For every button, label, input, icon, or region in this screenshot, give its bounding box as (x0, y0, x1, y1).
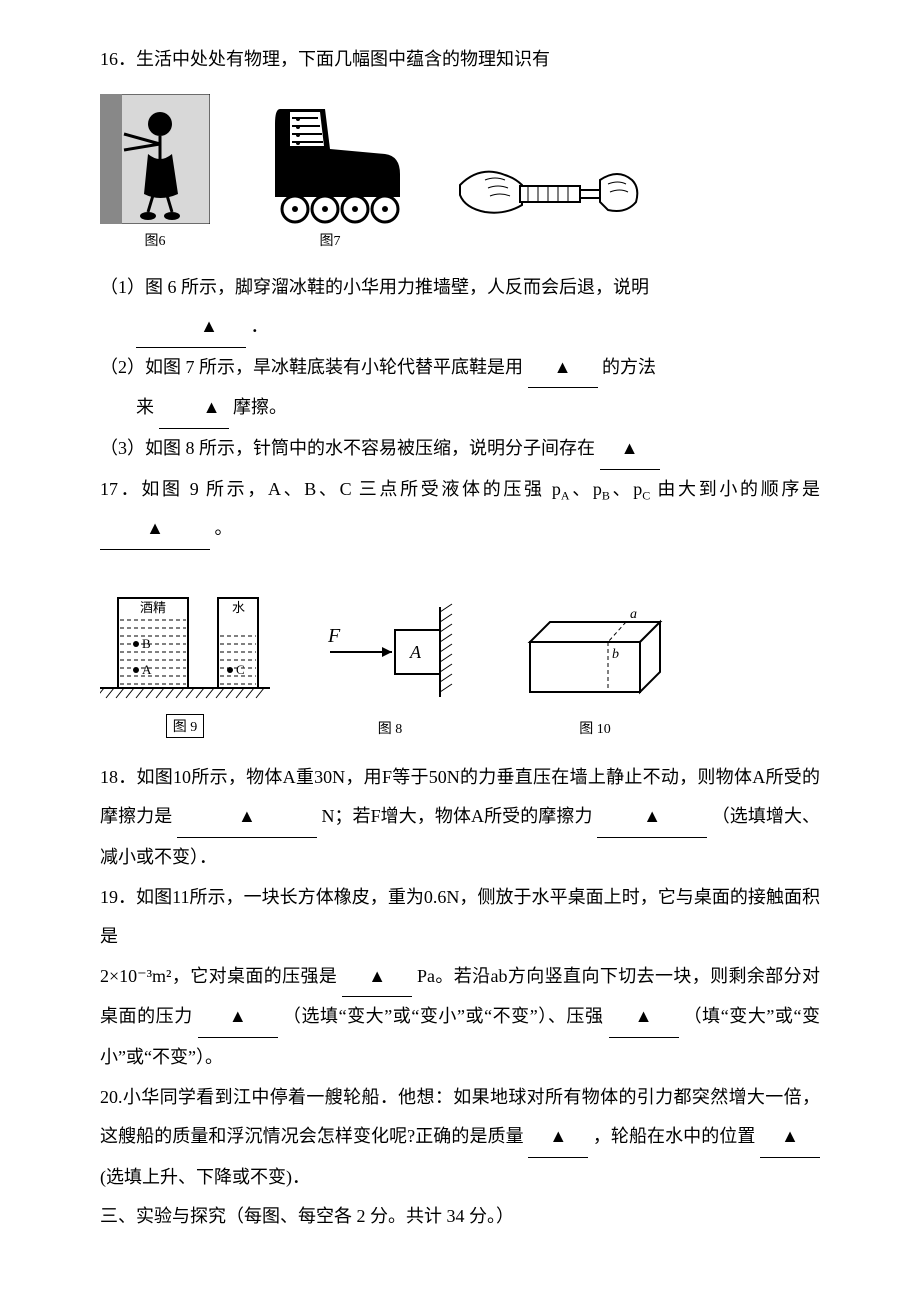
svg-text:F: F (327, 625, 341, 647)
q19-a: 19．如图11所示，一块长方体橡皮，重为0.6N，侧放于水平桌面上时，它与桌面的… (100, 887, 820, 947)
triangle-icon: ▲ (200, 316, 218, 336)
triangle-icon: ▲ (203, 397, 221, 417)
q17-text: 17．如图 9 所示，A、B、C 三点所受液体的压强 pA、pB、pC 由大到小… (100, 470, 820, 550)
fig10-svg: a b (510, 602, 680, 712)
svg-text:b: b (612, 647, 619, 662)
q16-sub1-blank: ▲ ． (100, 307, 820, 348)
q16-sub2-line1: （2）如图 7 所示，旱冰鞋底装有小轮代替平底鞋是用 ▲ 的方法 (100, 348, 820, 389)
fig7-block: 图7 (250, 94, 410, 250)
q16-sub3: （3）如图 8 所示，针筒中的水不容易被压缩，说明分子间存在 ▲ (100, 429, 820, 470)
q16-sub2-line2: 来 ▲ 摩擦。 (100, 388, 820, 429)
q20-c: (选填上升、下降或不变)． (100, 1167, 310, 1187)
page-root: 16．生活中处处有物理，下面几幅图中蕴含的物理知识有 图6 (0, 0, 920, 1297)
q16-sub1: （1）图 6 所示，脚穿溜冰鞋的小华用力推墙壁，人反而会后退，说明 (100, 268, 820, 308)
blank-fill: ▲ (760, 1117, 820, 1158)
fig9-block: 酒精 B A 水 C 图 9 (100, 578, 270, 738)
svg-text:A: A (409, 642, 422, 662)
svg-text:A: A (142, 662, 152, 677)
sub-a: A (561, 488, 570, 502)
fig9-caption: 图 9 (166, 714, 205, 738)
q16-sub2-b2: 来 (136, 397, 154, 417)
blank-fill: ▲ (159, 388, 229, 429)
triangle-icon: ▲ (554, 357, 572, 377)
svg-text:C: C (236, 662, 245, 677)
q20: 20.小华同学看到江中停着一艘轮船．他想：如果地球对所有物体的引力都突然增大一倍… (100, 1078, 820, 1198)
blank-fill: ▲ (342, 957, 412, 998)
blank-fill: ▲ (597, 797, 707, 838)
svg-text:B: B (142, 636, 151, 651)
q18: 18．如图10所示，物体A重30N，用F等于50N的力垂直压在墙上静止不动，则物… (100, 758, 820, 878)
fig8-block: A F 图 8 (310, 602, 470, 738)
alcohol-label: 酒精 (140, 600, 166, 615)
blank-fill: ▲ (600, 429, 660, 470)
water-label: 水 (232, 600, 245, 615)
q16-sub2-c: 摩擦。 (233, 397, 287, 417)
section3-heading: 三、实验与探究（每图、每空各 2 分。共计 34 分。） (100, 1197, 820, 1237)
q19-line2: 2×10⁻³m²，它对桌面的压强是 ▲ Pa。若沿ab方向竖直向下切去一块，则剩… (100, 957, 820, 1078)
figures-row-2: 酒精 B A 水 C 图 9 (100, 578, 820, 738)
q17-a: 17．如图 9 所示，A、B、C 三点所受液体的压强 p (100, 479, 561, 499)
fig7-caption: 图7 (320, 230, 341, 250)
triangle-icon: ▲ (146, 518, 164, 538)
fig8-svg: A F (310, 602, 470, 712)
triangle-icon: ▲ (621, 438, 639, 458)
triangle-icon: ▲ (643, 806, 661, 826)
fig6-caption: 图6 (145, 230, 166, 250)
fig10-block: a b 图 10 (510, 602, 680, 738)
q16-sub3-a: （3）如图 8 所示，针筒中的水不容易被压缩，说明分子间存在 (100, 438, 595, 458)
svg-text:a: a (630, 607, 637, 622)
blank-fill: ▲ (177, 797, 317, 838)
fig9-svg: 酒精 B A 水 C (100, 578, 270, 708)
q19-b: 2×10⁻³m²，它对桌面的压强是 (100, 966, 337, 986)
triangle-icon: ▲ (549, 1126, 567, 1146)
q16-sub1-a: （1）图 6 所示，脚穿溜冰鞋的小华用力推墙壁，人反而会后退，说明 (100, 277, 649, 297)
blank-fill: ▲ (528, 348, 598, 389)
triangle-icon: ▲ (238, 806, 256, 826)
fig6-svg (100, 94, 210, 224)
fig10-caption: 图 10 (579, 718, 611, 738)
q18-unit: N；若F增大，物体A所受的摩擦力 (321, 806, 592, 826)
triangle-icon: ▲ (229, 1006, 247, 1026)
figures-row-1: 图6 图7 (100, 94, 820, 250)
q19-line1: 19．如图11所示，一块长方体橡皮，重为0.6N，侧放于水平桌面上时，它与桌面的… (100, 878, 820, 957)
blank-fill: ▲ (136, 307, 246, 348)
fig8-caption: 图 8 (378, 718, 403, 738)
q16-sub1-b: ． (251, 316, 269, 336)
triangle-icon: ▲ (635, 1006, 653, 1026)
q20-b: ，轮船在水中的位置 (593, 1126, 756, 1146)
q16-sub2-b-part: 的方法 (602, 357, 656, 377)
blank-fill: ▲ (198, 997, 278, 1038)
fig8-top-block (450, 130, 640, 250)
q16-title: 16．生活中处处有物理，下面几幅图中蕴含的物理知识有 (100, 40, 820, 80)
q16-sub2-a: （2）如图 7 所示，旱冰鞋底装有小轮代替平底鞋是用 (100, 357, 523, 377)
fig8top-svg (450, 130, 640, 250)
fig7-svg (250, 94, 410, 224)
q17-sep2: 、p (610, 479, 642, 499)
triangle-icon: ▲ (368, 966, 386, 986)
q17-c: 。 (215, 518, 233, 538)
triangle-icon: ▲ (781, 1126, 799, 1146)
blank-fill: ▲ (528, 1117, 588, 1158)
q17-sep1: 、p (570, 479, 602, 499)
q17-b: 由大到小的顺序是 (650, 479, 820, 499)
q19-d: （选填“变大”或“变小”或“不变”）、压强 (283, 1006, 604, 1026)
fig6-block: 图6 (100, 94, 210, 250)
blank-fill: ▲ (100, 509, 210, 550)
sub-b: B (602, 488, 610, 502)
blank-fill: ▲ (609, 997, 679, 1038)
